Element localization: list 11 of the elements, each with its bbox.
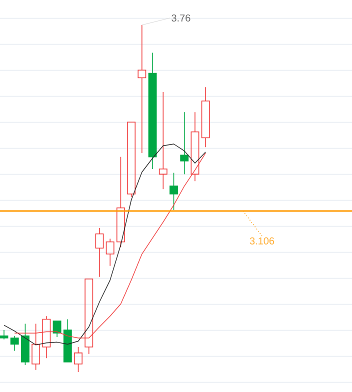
candlestick <box>170 172 178 210</box>
candlestick <box>201 86 210 148</box>
candlestick <box>180 112 189 175</box>
text: 3.106 <box>250 237 274 244</box>
candlestick <box>148 52 157 170</box>
candlestick <box>0 330 8 340</box>
candlestick <box>106 238 114 266</box>
text: 3.76 <box>172 14 190 22</box>
candlestick <box>138 24 146 154</box>
candlestick <box>95 228 104 278</box>
candlestick <box>158 92 168 190</box>
